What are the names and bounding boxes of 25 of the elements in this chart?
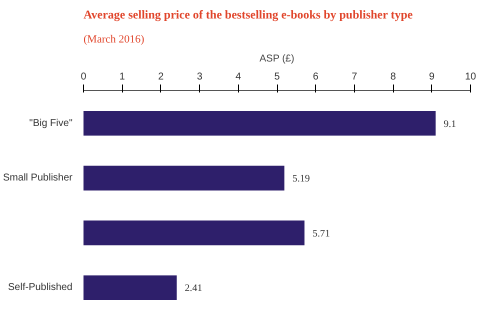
x-tick-label: 3 [196, 72, 203, 82]
data-label: 5.19 [292, 174, 310, 185]
x-tick-label: 8 [390, 72, 396, 82]
chart-subtitle: (March 2016) [84, 34, 145, 46]
x-tick-label: 7 [352, 72, 358, 82]
x-tick-label: 6 [312, 72, 319, 82]
x-tick-label: 1 [119, 72, 126, 82]
chart-title: Average selling price of the bestselling e-books by publisher type [84, 8, 414, 22]
bar [84, 166, 284, 190]
x-axis-title: ASP (£) [259, 54, 294, 64]
bar [84, 220, 304, 246]
y-tick-label: Self-Published [8, 282, 72, 294]
y-tick-label: Small Publisher [3, 172, 74, 184]
x-tick-label: 0 [80, 72, 87, 82]
y-tick-label: "Big Five" [29, 118, 73, 129]
x-tick-label: 5 [274, 72, 280, 82]
x-tick-label: 9 [429, 72, 436, 82]
data-label: 9.1 [444, 118, 456, 130]
x-tick-label: 2 [158, 72, 164, 82]
bar [84, 111, 436, 136]
bar [84, 275, 177, 300]
x-tick-label: 10 [464, 72, 476, 82]
data-label: 5.71 [312, 228, 330, 240]
x-tick-label: 4 [236, 72, 242, 82]
data-label: 2.41 [184, 283, 202, 294]
